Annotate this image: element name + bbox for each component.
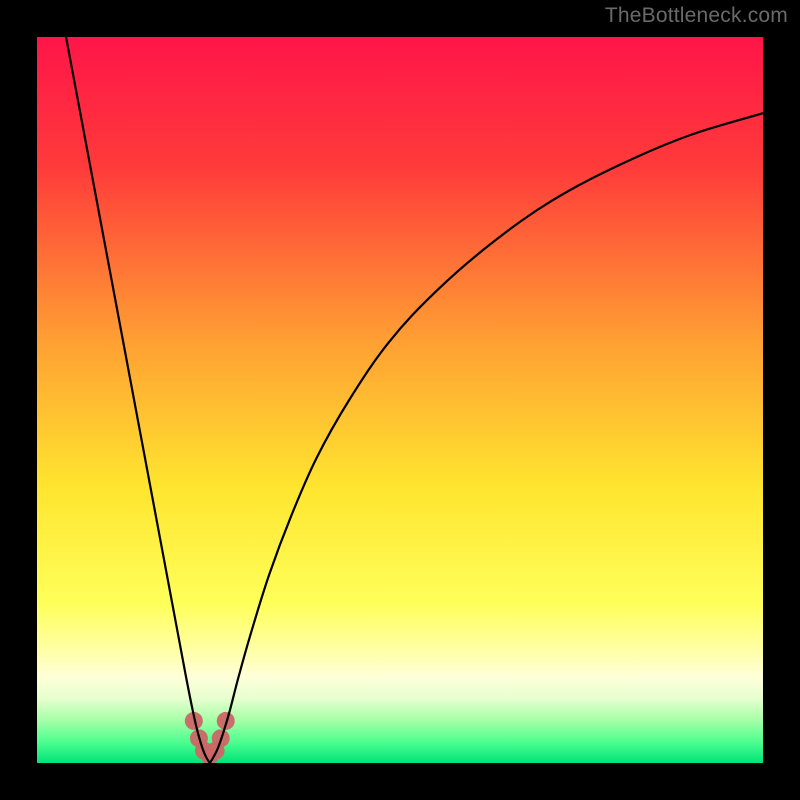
bottleneck-curve-right xyxy=(210,113,763,763)
bottleneck-curve-left xyxy=(66,37,210,763)
watermark-text: TheBottleneck.com xyxy=(605,4,788,28)
chart-container: { "watermark": "TheBottleneck.com", "lay… xyxy=(0,0,800,800)
plot-area xyxy=(37,37,763,763)
curve-layer xyxy=(37,37,763,763)
